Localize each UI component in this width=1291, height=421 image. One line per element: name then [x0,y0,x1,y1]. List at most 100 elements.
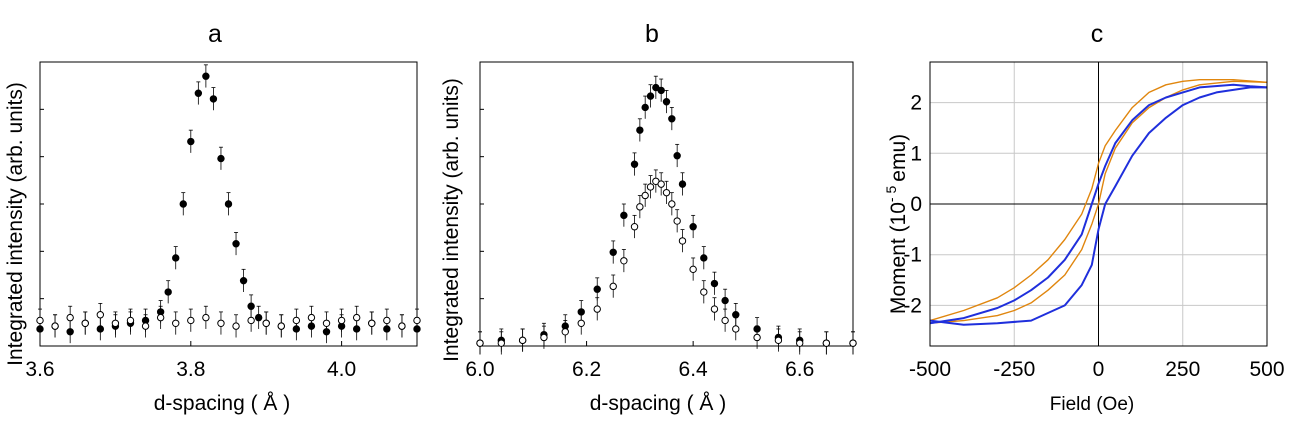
panel-b-y-axis-label: Integrated intensity (arb. units) [440,78,463,362]
data-point-open [81,319,89,327]
data-point-filled [202,72,210,80]
data-point-filled [678,180,687,188]
data-point-filled [179,200,187,208]
data-point-open [657,180,665,188]
data-point-filled [224,200,233,208]
x-tick-label: 6.6 [785,358,814,381]
data-point-open [383,316,391,325]
data-point-filled [636,126,644,134]
x-tick-label: 3.6 [25,358,54,381]
data-point-open [668,200,676,208]
data-point-open [646,183,655,191]
data-point-filled [689,223,697,231]
data-point-open [577,319,585,327]
panel-a-ticks: 3.6 3.8 4.0 [25,108,356,381]
data-point-open [172,319,180,327]
data-point-open [641,191,649,200]
data-point-filled [630,160,639,168]
data-point-filled [239,276,248,285]
data-point-filled [66,328,74,336]
x-tick-label: 250 [1165,358,1200,381]
panel-a: a 3.6 3.8 4.0 Integrated intensity (arb. u… [4,20,421,415]
data-point-open [710,305,719,313]
data-point-open [352,313,361,322]
data-point-filled [247,302,255,310]
panel-c-plot-frame [929,61,1268,347]
data-point-filled [721,296,729,305]
data-point-filled [172,254,180,262]
data-point-filled [96,325,105,333]
x-tick-label: 3.8 [176,358,205,381]
data-point-open [689,265,697,274]
panel-a-title: a [208,20,222,48]
data-point-open [540,333,548,342]
data-point-open [262,319,270,327]
data-point-filled [662,98,671,106]
data-point-open [673,217,681,225]
panel-c-x-axis-label: Field (Oe) [1050,394,1134,415]
data-point-filled [657,86,665,95]
data-point-open [277,322,285,330]
data-point-open [721,316,729,325]
data-point-filled [593,285,601,293]
panel-c: c -500 -250 0 250 500 -2 -1 0 1 2 Moment (10- 5 em… [883,20,1285,415]
x-tick-label: 0 [1093,358,1105,381]
x-tick-label: 6.2 [572,358,601,381]
data-point-filled [732,311,740,319]
data-point-filled [620,211,628,220]
data-point-filled [710,279,719,288]
data-point-open [476,339,484,347]
data-point-filled [209,95,218,103]
data-point-filled [164,288,172,296]
data-point-open [307,313,316,322]
panel-b: b 6.0 6.2 6.4 6.6 Integrated intensity (arb… [440,20,857,415]
panel-b-x-axis-label: d-spacing ( Å ) [590,392,727,415]
data-point-open [322,319,331,327]
panel-b-series [476,75,857,355]
x-tick-label: 6.0 [465,358,494,381]
panel-a-x-axis-label: d-spacing ( Å ) [154,392,291,415]
data-point-open [593,305,601,313]
panel-c-series [929,78,1268,326]
data-point-open [822,339,831,347]
y-tick-label: -2 [903,294,922,317]
y-tick-label: 1 [910,142,922,165]
data-point-filled [232,240,240,248]
data-point-open [187,316,195,325]
data-point-open [66,313,74,322]
data-point-open [413,316,421,325]
data-point-open [700,288,708,296]
panel-c-title: c [1091,20,1104,48]
y-tick-label: -1 [903,244,922,267]
data-point-open [111,319,120,327]
panel-c-y-axis-label-sup: - 5 [883,186,899,203]
data-point-open [232,322,240,330]
data-point-open [337,316,346,325]
data-point-open [36,316,44,325]
blue-loop-descending [929,83,1268,325]
data-point-open [126,316,135,325]
panel-b-title: b [645,20,659,48]
data-point-open [636,203,644,211]
data-point-open [732,325,740,333]
y-tick-label: 2 [910,92,922,115]
data-point-filled [187,137,195,146]
x-tick-label: 6.4 [679,358,709,381]
panel-a-series [36,64,421,344]
x-tick-label: -250 [993,358,1035,381]
data-point-open [678,237,687,245]
data-point-open [368,319,376,327]
data-point-open [497,339,506,347]
data-point-open [620,257,628,265]
data-point-open [662,188,671,197]
data-point-open [398,322,406,330]
panel-c-y-axis-label-unit: emu) [887,134,910,182]
orange-loop-ascending [929,80,1268,324]
data-point-filled [641,103,649,112]
panel-b-ticks: 6.0 6.2 6.4 6.6 [465,108,814,381]
data-point-filled [646,92,655,100]
panel-a-y-axis-label: Integrated intensity (arb. units) [4,82,27,366]
data-point-open [141,322,150,330]
data-point-open [796,339,804,347]
